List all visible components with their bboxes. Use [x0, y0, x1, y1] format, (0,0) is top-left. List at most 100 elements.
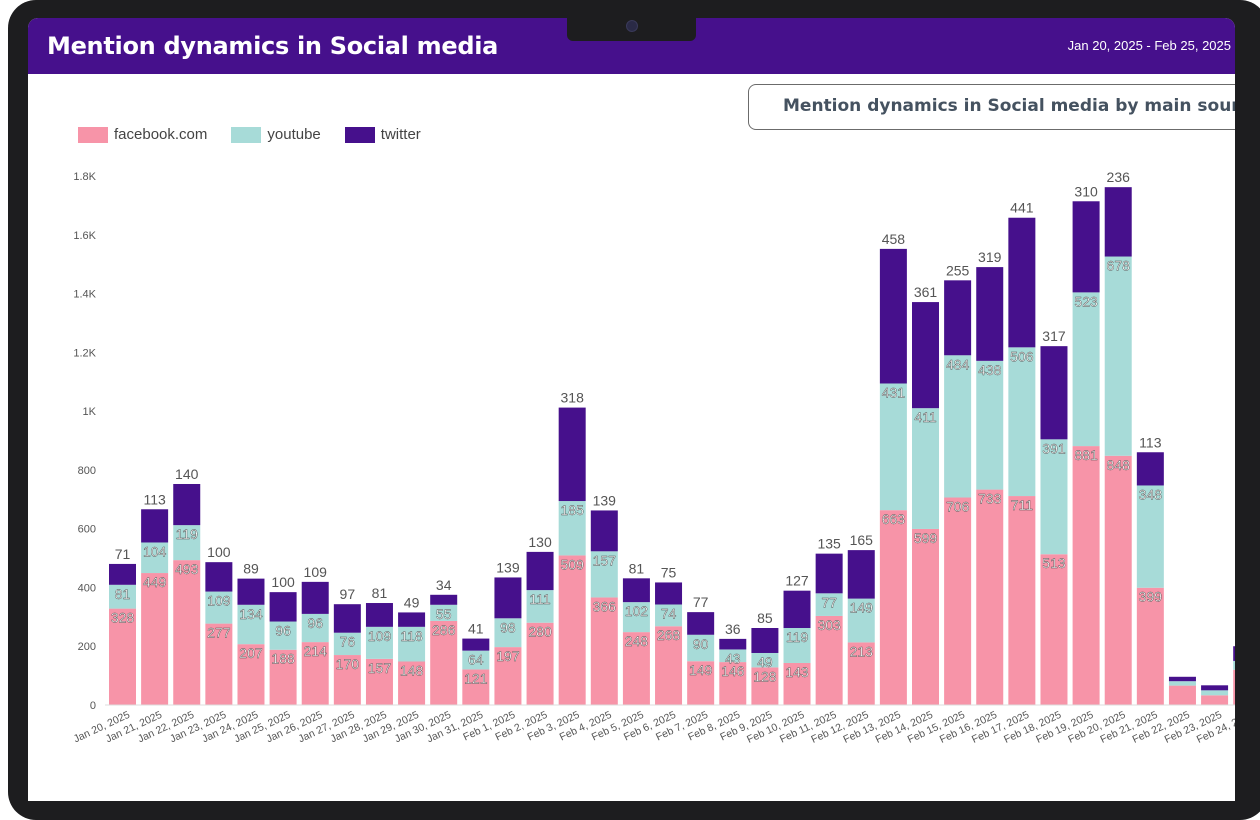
bar-twitter[interactable]: [655, 582, 683, 605]
bar-twitter[interactable]: [1008, 217, 1036, 348]
bar-youtube[interactable]: [141, 542, 169, 574]
bar-twitter[interactable]: [173, 483, 201, 526]
bar-facebook-com[interactable]: [590, 597, 618, 705]
bar-facebook-com[interactable]: [398, 661, 426, 705]
bar-facebook-com[interactable]: [912, 528, 939, 705]
bar-youtube[interactable]: [1072, 292, 1100, 447]
bar-twitter[interactable]: [912, 302, 939, 409]
bar-twitter[interactable]: [301, 581, 329, 614]
bar-twitter[interactable]: [462, 638, 490, 651]
bar-facebook-com[interactable]: [1233, 669, 1260, 705]
legend-item-youtube[interactable]: youtube: [231, 126, 321, 143]
bar-facebook-com[interactable]: [687, 661, 715, 705]
bar-youtube[interactable]: [1233, 660, 1260, 670]
bar-twitter[interactable]: [879, 248, 907, 384]
bar-facebook-com[interactable]: [655, 626, 683, 705]
bar-youtube[interactable]: [879, 383, 907, 511]
bar-youtube[interactable]: [494, 618, 522, 648]
bar-facebook-com[interactable]: [1168, 685, 1196, 705]
bar-youtube[interactable]: [301, 613, 329, 643]
bar-twitter[interactable]: [1136, 452, 1164, 486]
bar-facebook-com[interactable]: [494, 647, 522, 705]
bar-facebook-com[interactable]: [173, 560, 201, 705]
bar-facebook-com[interactable]: [430, 620, 458, 705]
bar-facebook-com[interactable]: [237, 644, 265, 705]
bar-facebook-com[interactable]: [558, 555, 586, 705]
bar-twitter[interactable]: [269, 592, 297, 622]
bar-facebook-com[interactable]: [109, 608, 136, 705]
bar-twitter[interactable]: [590, 510, 618, 552]
bar-twitter[interactable]: [1040, 346, 1068, 440]
bar-twitter[interactable]: [333, 604, 361, 633]
bar-facebook-com[interactable]: [462, 669, 490, 705]
bar-twitter[interactable]: [1168, 676, 1196, 682]
legend-item-facebook[interactable]: facebook.com: [78, 126, 207, 143]
bar-facebook-com[interactable]: [1104, 455, 1132, 705]
bar-twitter[interactable]: [944, 280, 972, 356]
bar-twitter[interactable]: [1233, 646, 1260, 661]
bar-youtube[interactable]: [1136, 485, 1164, 588]
bar-twitter[interactable]: [1104, 187, 1132, 257]
bar-youtube[interactable]: [912, 408, 939, 529]
bar-youtube[interactable]: [944, 355, 972, 498]
bar-twitter[interactable]: [494, 577, 522, 619]
bar-twitter[interactable]: [526, 551, 554, 591]
bar-twitter[interactable]: [237, 578, 265, 605]
bar-facebook-com[interactable]: [1201, 695, 1229, 705]
bar-twitter[interactable]: [141, 509, 169, 543]
bar-facebook-com[interactable]: [944, 497, 972, 705]
bar-facebook-com[interactable]: [879, 510, 907, 705]
bar-twitter[interactable]: [687, 612, 715, 635]
bar-twitter[interactable]: [398, 612, 426, 627]
bar-facebook-com[interactable]: [815, 615, 843, 705]
bar-youtube[interactable]: [526, 590, 554, 623]
bar-youtube[interactable]: [109, 584, 136, 609]
bar-youtube[interactable]: [783, 628, 811, 663]
bar-youtube[interactable]: [237, 604, 265, 645]
bar-youtube[interactable]: [558, 501, 586, 556]
bar-twitter[interactable]: [847, 550, 875, 599]
bar-facebook-com[interactable]: [976, 489, 1004, 705]
date-range[interactable]: Jan 20, 2025 - Feb 25, 2025: [1067, 38, 1231, 53]
bar-youtube[interactable]: [462, 650, 490, 670]
bar-youtube[interactable]: [976, 360, 1004, 490]
bar-twitter[interactable]: [558, 407, 586, 502]
bar-facebook-com[interactable]: [622, 632, 650, 705]
bar-facebook-com[interactable]: [365, 658, 393, 705]
bar-twitter[interactable]: [783, 590, 811, 629]
bar-youtube[interactable]: [173, 525, 201, 561]
bar-twitter[interactable]: [205, 562, 233, 592]
bar-youtube[interactable]: [687, 634, 715, 662]
bar-youtube[interactable]: [815, 593, 843, 616]
bar-twitter[interactable]: [622, 578, 650, 603]
bar-twitter[interactable]: [719, 638, 747, 650]
bar-youtube[interactable]: [333, 632, 361, 656]
bar-twitter[interactable]: [1072, 201, 1100, 293]
bar-youtube[interactable]: [205, 591, 233, 624]
bar-twitter[interactable]: [365, 603, 393, 627]
bar-facebook-com[interactable]: [847, 642, 875, 705]
bar-youtube[interactable]: [847, 598, 875, 643]
bar-facebook-com[interactable]: [719, 662, 747, 705]
bar-twitter[interactable]: [815, 553, 843, 594]
bar-youtube[interactable]: [1201, 690, 1229, 696]
bar-facebook-com[interactable]: [526, 622, 554, 705]
bar-youtube[interactable]: [365, 626, 393, 659]
bar-youtube[interactable]: [751, 652, 779, 668]
bar-youtube[interactable]: [590, 551, 618, 598]
bar-facebook-com[interactable]: [205, 623, 233, 705]
bar-youtube[interactable]: [719, 649, 747, 663]
bar-twitter[interactable]: [751, 628, 779, 653]
bar-facebook-com[interactable]: [1072, 446, 1100, 705]
bar-facebook-com[interactable]: [751, 667, 779, 705]
bar-facebook-com[interactable]: [141, 573, 169, 705]
bar-twitter[interactable]: [430, 594, 458, 605]
bar-youtube[interactable]: [269, 621, 297, 650]
bar-facebook-com[interactable]: [1136, 587, 1164, 705]
bar-facebook-com[interactable]: [333, 655, 361, 705]
bar-twitter[interactable]: [1201, 685, 1229, 691]
bar-youtube[interactable]: [1168, 681, 1196, 686]
bar-youtube[interactable]: [1040, 439, 1068, 555]
bar-facebook-com[interactable]: [269, 649, 297, 705]
legend-item-twitter[interactable]: twitter: [344, 126, 421, 143]
